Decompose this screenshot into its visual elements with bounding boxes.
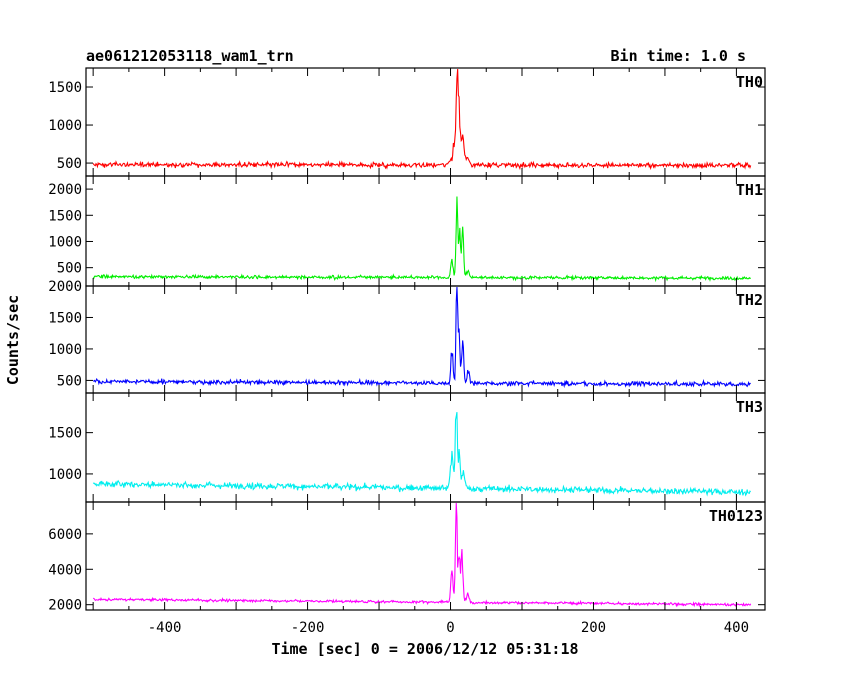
y-tick-label: 500 xyxy=(57,261,82,277)
y-tick-label: 1000 xyxy=(48,342,82,358)
y-tick-label: 1500 xyxy=(48,426,82,442)
panel-th0: 500 1000 1500 TH0 xyxy=(48,67,766,177)
y-tick-label: 2000 xyxy=(48,182,82,198)
y-tick-label: 500 xyxy=(57,156,82,172)
y-tick-label: 1000 xyxy=(48,467,82,483)
y-tick-label: 1500 xyxy=(48,80,82,96)
y-axis-label: Counts/sec xyxy=(4,295,22,385)
chart-title: ae061212053118_wam1_trn xyxy=(86,47,294,65)
panel-label: TH0 xyxy=(736,73,763,91)
panel-frame xyxy=(85,501,766,611)
x-tick-label: -400 xyxy=(148,620,182,636)
bin-time-label: Bin time: 1.0 s xyxy=(611,47,746,65)
x-axis-label: Time [sec] 0 = 2006/12/12 05:31:18 xyxy=(271,640,578,658)
panel-frame xyxy=(85,67,766,177)
panel-label: TH1 xyxy=(736,181,763,199)
y-tick-label: 2000 xyxy=(48,279,82,295)
panel-th3: 1000 1500 TH3 xyxy=(48,392,766,503)
x-tick-label: 0 xyxy=(446,620,454,636)
y-tick-label: 1000 xyxy=(48,118,82,134)
x-tick-label: 200 xyxy=(581,620,606,636)
y-tick-label: 1000 xyxy=(48,234,82,250)
y-tick-label: 1500 xyxy=(48,208,82,224)
y-tick-label: 6000 xyxy=(48,527,82,543)
x-tick-label: 400 xyxy=(724,620,749,636)
panel-label: TH0123 xyxy=(709,507,763,525)
x-tick-label: -200 xyxy=(291,620,325,636)
series-th0 xyxy=(92,68,752,171)
panel-th1: 500 1000 1500 2000 TH1 xyxy=(48,175,766,287)
panel-frame xyxy=(85,175,766,287)
y-tick-label: 2000 xyxy=(48,598,82,614)
series-th1 xyxy=(92,196,752,283)
x-axis: -400 -200 0 200 400 xyxy=(148,620,749,636)
panel-label: TH2 xyxy=(736,291,763,309)
y-tick-label: 500 xyxy=(57,373,82,389)
panel-th2: 500 1000 1500 2000 TH2 xyxy=(48,279,766,394)
series-th3 xyxy=(92,412,752,497)
series-th0123 xyxy=(92,502,752,608)
y-tick-label: 4000 xyxy=(48,562,82,578)
panel-frame xyxy=(85,285,766,394)
y-tick-label: 1500 xyxy=(48,310,82,326)
panel-label: TH3 xyxy=(736,398,763,416)
panel-th0123: 2000 4000 6000 TH0123 xyxy=(48,501,766,614)
series-th2 xyxy=(93,286,751,389)
